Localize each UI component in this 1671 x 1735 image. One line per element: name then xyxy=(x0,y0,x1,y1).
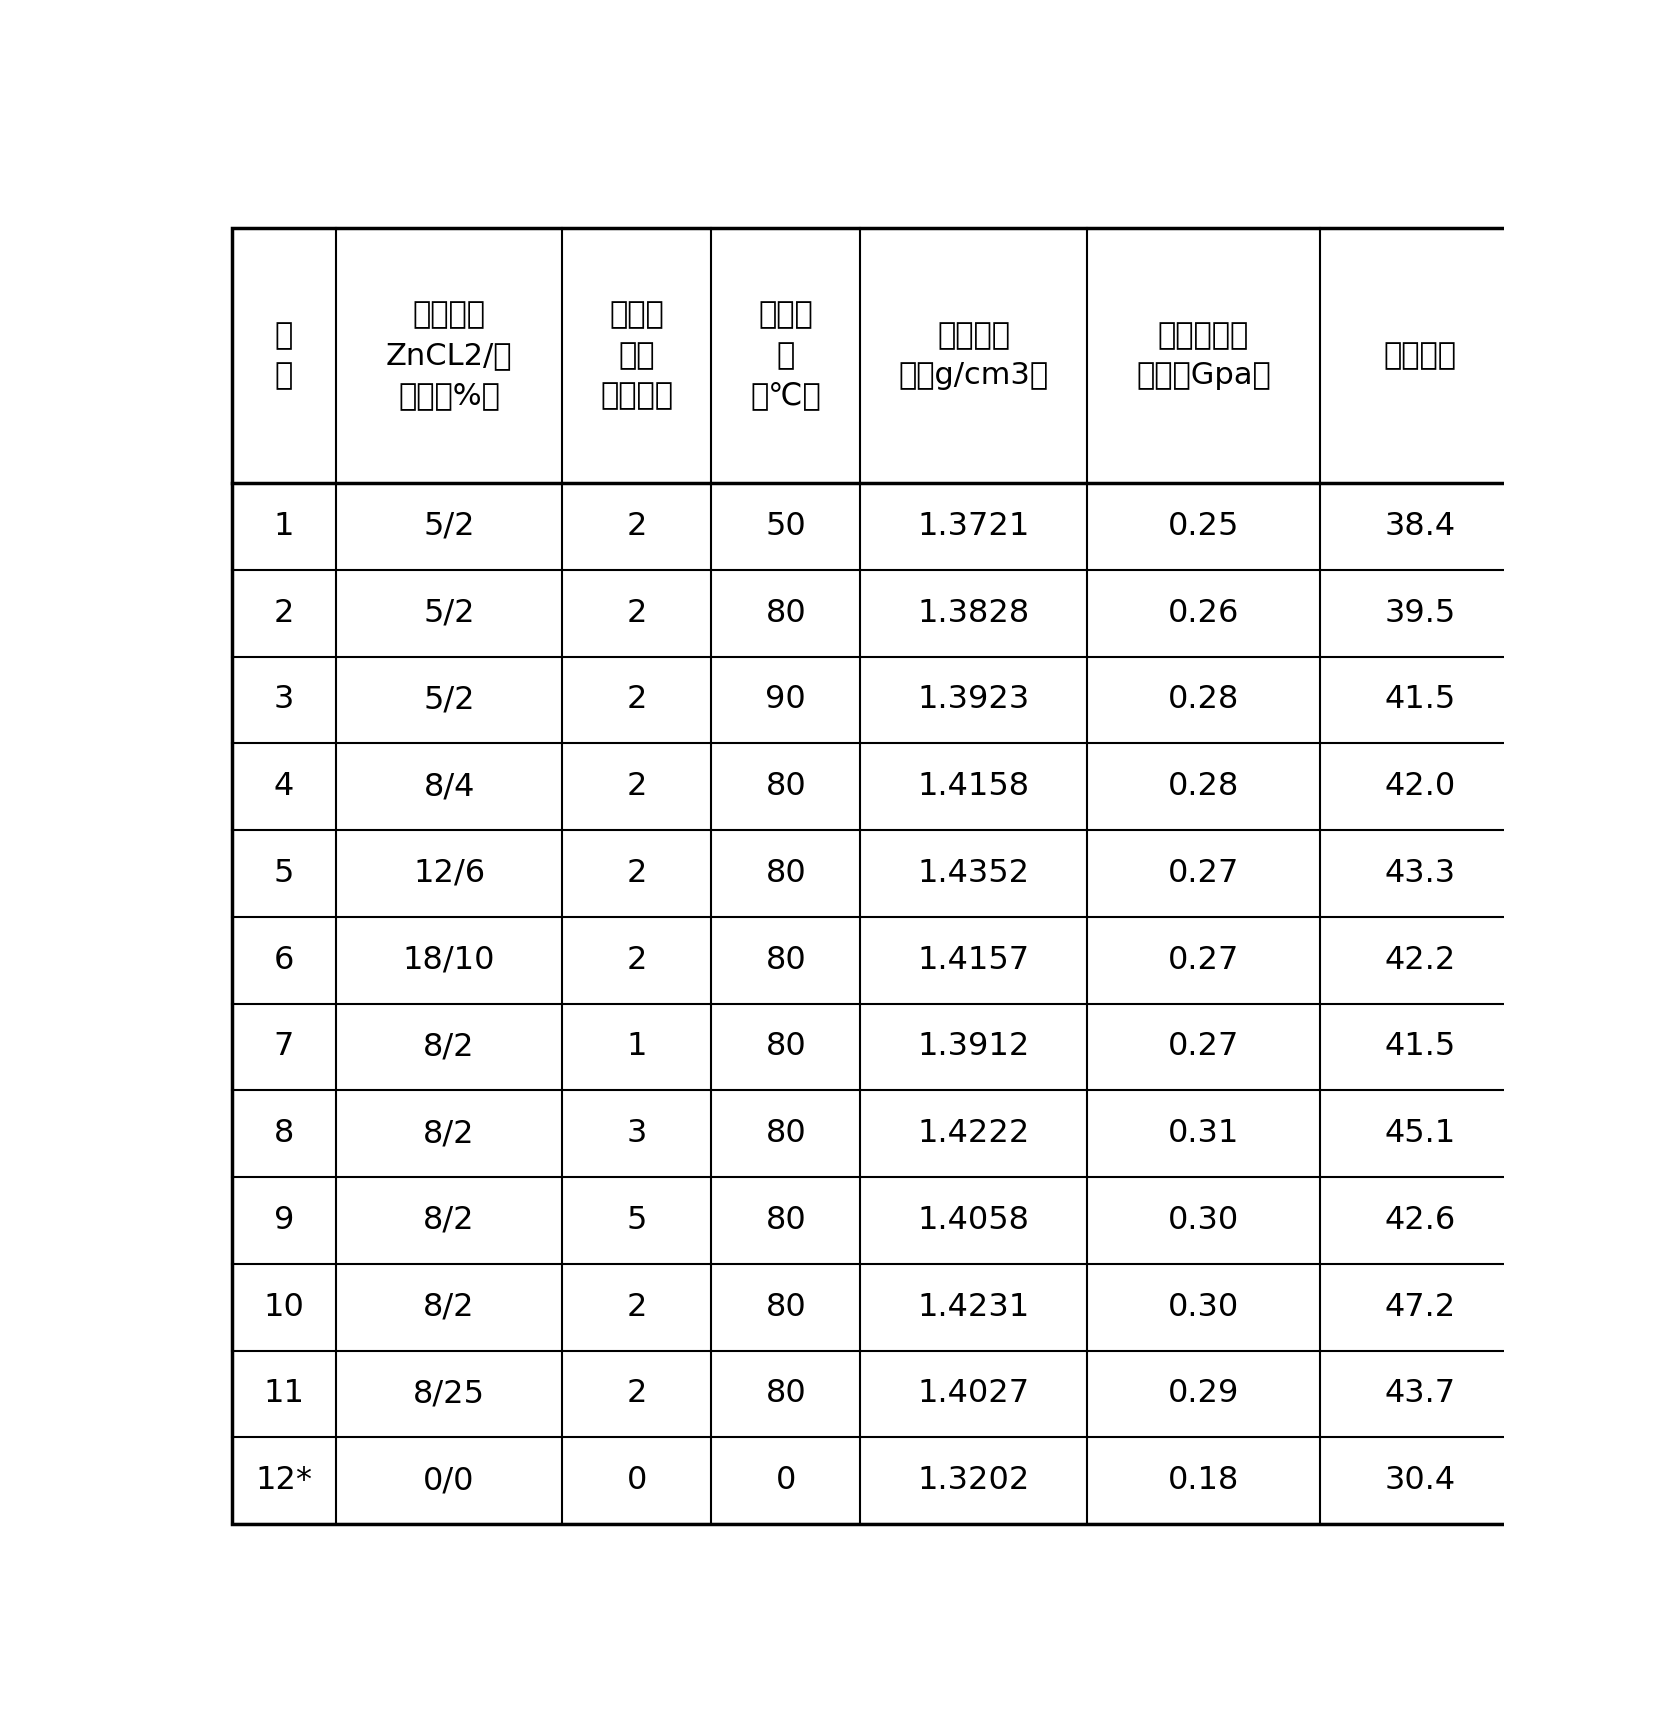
Text: 3: 3 xyxy=(627,1117,647,1149)
Text: 1.4222: 1.4222 xyxy=(917,1117,1029,1149)
Text: 1.3202: 1.3202 xyxy=(917,1466,1029,1496)
Text: 5/2: 5/2 xyxy=(423,510,475,541)
Text: 3: 3 xyxy=(274,684,294,715)
Text: 0.27: 0.27 xyxy=(1168,944,1240,975)
Text: 0.30: 0.30 xyxy=(1168,1204,1240,1235)
Text: 18/10: 18/10 xyxy=(403,944,495,975)
Text: 4: 4 xyxy=(274,770,294,802)
Text: 1: 1 xyxy=(274,510,294,541)
Text: 5: 5 xyxy=(627,1204,647,1235)
Text: 42.6: 42.6 xyxy=(1385,1204,1455,1235)
Text: 2: 2 xyxy=(627,770,647,802)
Text: 1.3721: 1.3721 xyxy=(917,510,1029,541)
Text: 8/2: 8/2 xyxy=(423,1117,475,1149)
Text: 9: 9 xyxy=(274,1204,294,1235)
Text: 1.3912: 1.3912 xyxy=(917,1031,1029,1062)
Text: 42.2: 42.2 xyxy=(1385,944,1455,975)
Text: 0.27: 0.27 xyxy=(1168,857,1240,888)
Text: 80: 80 xyxy=(765,1031,805,1062)
Text: 0.18: 0.18 xyxy=(1168,1466,1240,1496)
Text: 41.5: 41.5 xyxy=(1385,684,1455,715)
Text: 0.25: 0.25 xyxy=(1168,510,1240,541)
Text: 45.1: 45.1 xyxy=(1385,1117,1455,1149)
Text: 改性后拉伸
强度（Gpa）: 改性后拉伸 强度（Gpa） xyxy=(1136,321,1272,390)
Text: 5/2: 5/2 xyxy=(423,684,475,715)
Text: 80: 80 xyxy=(765,1379,805,1409)
Text: 10: 10 xyxy=(264,1293,304,1322)
Text: 0.27: 0.27 xyxy=(1168,1031,1240,1062)
Text: 80: 80 xyxy=(765,597,805,628)
Text: 12/6: 12/6 xyxy=(413,857,485,888)
Text: 0/0: 0/0 xyxy=(423,1466,475,1496)
Text: 8/25: 8/25 xyxy=(413,1379,485,1409)
Text: 1.4231: 1.4231 xyxy=(917,1293,1029,1322)
Text: 41.5: 41.5 xyxy=(1385,1031,1455,1062)
Text: 2: 2 xyxy=(627,597,647,628)
Text: 0.29: 0.29 xyxy=(1168,1379,1240,1409)
Text: 2: 2 xyxy=(627,1293,647,1322)
Text: 改性温
度
（℃）: 改性温 度 （℃） xyxy=(750,300,820,411)
Text: 11: 11 xyxy=(264,1379,304,1409)
Text: 2: 2 xyxy=(627,684,647,715)
Text: 编
号: 编 号 xyxy=(274,321,292,390)
Text: 2: 2 xyxy=(627,857,647,888)
Text: 39.5: 39.5 xyxy=(1385,597,1455,628)
Text: 1.4352: 1.4352 xyxy=(917,857,1029,888)
Text: 2: 2 xyxy=(627,1379,647,1409)
Text: 80: 80 xyxy=(765,1293,805,1322)
Text: 2: 2 xyxy=(627,510,647,541)
Text: 0.28: 0.28 xyxy=(1168,770,1240,802)
Text: 5/2: 5/2 xyxy=(423,597,475,628)
Text: 限氧指数: 限氧指数 xyxy=(1384,342,1457,370)
Text: 80: 80 xyxy=(765,857,805,888)
Text: 1.4158: 1.4158 xyxy=(917,770,1029,802)
Text: 2: 2 xyxy=(274,597,294,628)
Text: 43.3: 43.3 xyxy=(1385,857,1455,888)
Text: 1.3923: 1.3923 xyxy=(917,684,1029,715)
Text: 80: 80 xyxy=(765,944,805,975)
Text: 1.4157: 1.4157 xyxy=(917,944,1029,975)
Text: 2: 2 xyxy=(627,944,647,975)
Text: 5: 5 xyxy=(274,857,294,888)
Text: 改性后密
度（g/cm3）: 改性后密 度（g/cm3） xyxy=(899,321,1049,390)
Text: 0.30: 0.30 xyxy=(1168,1293,1240,1322)
Text: 90: 90 xyxy=(765,684,805,715)
Text: 1.3828: 1.3828 xyxy=(917,597,1029,628)
Text: 8/4: 8/4 xyxy=(423,770,475,802)
Text: 42.0: 42.0 xyxy=(1385,770,1455,802)
Text: 80: 80 xyxy=(765,1117,805,1149)
Text: 50: 50 xyxy=(765,510,805,541)
Text: 溶液浓度
ZnCL2/无
机酸（%）: 溶液浓度 ZnCL2/无 机酸（%） xyxy=(386,300,513,411)
Text: 1: 1 xyxy=(627,1031,647,1062)
Text: 7: 7 xyxy=(274,1031,294,1062)
Text: 0.31: 0.31 xyxy=(1168,1117,1240,1149)
Text: 30.4: 30.4 xyxy=(1385,1466,1455,1496)
Text: 0.28: 0.28 xyxy=(1168,684,1240,715)
Text: 0: 0 xyxy=(627,1466,647,1496)
Text: 38.4: 38.4 xyxy=(1385,510,1455,541)
Text: 1.4027: 1.4027 xyxy=(917,1379,1029,1409)
Text: 80: 80 xyxy=(765,1204,805,1235)
Text: 8/2: 8/2 xyxy=(423,1293,475,1322)
Text: 8: 8 xyxy=(274,1117,294,1149)
Text: 8/2: 8/2 xyxy=(423,1031,475,1062)
Text: 0: 0 xyxy=(775,1466,795,1496)
Text: 0.26: 0.26 xyxy=(1168,597,1240,628)
Text: 43.7: 43.7 xyxy=(1385,1379,1455,1409)
Text: 改性时
间．
（分钟）: 改性时 间． （分钟） xyxy=(600,300,673,411)
Text: 1.4058: 1.4058 xyxy=(917,1204,1029,1235)
Text: 8/2: 8/2 xyxy=(423,1204,475,1235)
Text: 80: 80 xyxy=(765,770,805,802)
Text: 47.2: 47.2 xyxy=(1385,1293,1455,1322)
Text: 12*: 12* xyxy=(256,1466,312,1496)
Text: 6: 6 xyxy=(274,944,294,975)
